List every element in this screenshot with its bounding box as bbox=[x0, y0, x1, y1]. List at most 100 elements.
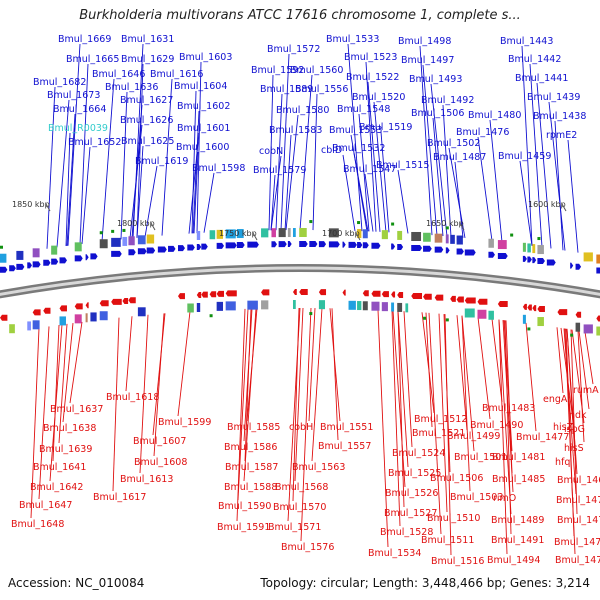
top-gene-label[interactable]: Bmul_1646 bbox=[92, 69, 145, 80]
top-gene-label[interactable]: Bmul_1492 bbox=[421, 95, 474, 106]
forward-gene-arrow[interactable] bbox=[527, 256, 532, 263]
bottom-gene-label[interactable]: Bmul_1617 bbox=[93, 492, 146, 503]
reverse-gene-arrow[interactable] bbox=[423, 293, 432, 300]
top-gene-label[interactable]: Bmul_1626 bbox=[120, 115, 173, 126]
top-gene-label[interactable]: Bmul_1625 bbox=[121, 136, 174, 147]
top-gene-label[interactable]: Bmul_1498 bbox=[398, 36, 451, 47]
bottom-gene-label[interactable]: Bmul_1485 bbox=[492, 474, 545, 485]
top-gene-label[interactable]: Bmul_1560 bbox=[290, 65, 343, 76]
forward-gene-arrow[interactable] bbox=[216, 242, 225, 249]
forward-gene-arrow[interactable] bbox=[575, 263, 582, 270]
top-gene-label[interactable]: Bmul_1515 bbox=[376, 160, 429, 171]
top-gene-label[interactable]: Bmul_R0039 bbox=[48, 123, 108, 134]
top-gene-label[interactable]: Bmul_1572 bbox=[267, 44, 320, 55]
top-gene-label[interactable]: Bmul_1480 bbox=[468, 110, 521, 121]
top-gene-label[interactable]: Bmul_1443 bbox=[500, 36, 553, 47]
forward-gene-arrow[interactable] bbox=[371, 242, 381, 249]
top-gene-label[interactable]: Bmul_1603 bbox=[179, 52, 232, 63]
top-gene-label[interactable]: Bmul_1522 bbox=[346, 72, 399, 83]
top-gene-label[interactable]: Bmul_1583 bbox=[269, 125, 322, 136]
bottom-gene-label[interactable]: Bmul_1613 bbox=[120, 474, 173, 485]
reverse-gene-arrow[interactable] bbox=[464, 297, 476, 304]
forward-gene-arrow[interactable] bbox=[85, 254, 89, 261]
top-gene-label[interactable]: Bmul_1580 bbox=[276, 105, 329, 116]
forward-gene-arrow[interactable] bbox=[74, 255, 83, 262]
bottom-gene-label[interactable]: Bmul_1642 bbox=[30, 482, 83, 493]
top-gene-label[interactable]: Bmul_1665 bbox=[66, 54, 119, 65]
bottom-gene-label[interactable]: Bmul_1534 bbox=[368, 548, 421, 559]
top-gene-label[interactable]: Bmul_1548 bbox=[337, 104, 390, 115]
top-gene-label[interactable]: Bmul_1629 bbox=[121, 54, 174, 65]
bottom-gene-label[interactable]: Bmul_1489 bbox=[491, 515, 544, 526]
reverse-gene-arrow[interactable] bbox=[342, 289, 346, 296]
top-gene-label[interactable]: Bmul_1664 bbox=[53, 104, 106, 115]
reverse-gene-arrow[interactable] bbox=[575, 311, 582, 318]
forward-gene-arrow[interactable] bbox=[391, 243, 396, 250]
forward-gene-arrow[interactable] bbox=[278, 241, 287, 248]
reverse-gene-arrow[interactable] bbox=[527, 304, 532, 311]
reverse-gene-arrow[interactable] bbox=[261, 289, 270, 296]
forward-gene-arrow[interactable] bbox=[397, 243, 404, 250]
bottom-gene-label[interactable]: Bmul_1481 bbox=[492, 452, 545, 463]
bottom-gene-label[interactable]: Bmul_1470 bbox=[556, 495, 600, 506]
top-gene-label[interactable]: rpmE2 bbox=[546, 130, 577, 141]
forward-gene-arrow[interactable] bbox=[225, 242, 237, 249]
top-gene-label[interactable]: Bmul_1589 bbox=[260, 84, 313, 95]
forward-gene-arrow[interactable] bbox=[32, 261, 41, 268]
bottom-gene-label[interactable]: Bmul_1471 bbox=[557, 515, 600, 526]
forward-gene-arrow[interactable] bbox=[464, 249, 476, 256]
bottom-gene-label[interactable]: Bmul_1527 bbox=[384, 508, 437, 519]
top-gene-label[interactable]: cbiD bbox=[321, 145, 342, 156]
bottom-gene-label[interactable]: Bmul_1576 bbox=[281, 542, 334, 553]
bottom-gene-label[interactable]: Bmul_1491 bbox=[491, 535, 544, 546]
forward-gene-arrow[interactable] bbox=[201, 243, 208, 250]
top-gene-label[interactable]: Bmul_1532 bbox=[332, 143, 385, 154]
bottom-gene-label[interactable]: Bmul_1607 bbox=[133, 436, 186, 447]
reverse-gene-arrow[interactable] bbox=[456, 296, 464, 303]
bottom-gene-label[interactable]: Bmul_1477 bbox=[516, 432, 569, 443]
top-gene-label[interactable]: Bmul_1493 bbox=[409, 74, 462, 85]
top-gene-label[interactable]: Bmul_1497 bbox=[401, 55, 454, 66]
forward-gene-arrow[interactable] bbox=[342, 241, 346, 248]
reverse-gene-arrow[interactable] bbox=[74, 303, 83, 310]
reverse-gene-arrow[interactable] bbox=[596, 315, 600, 322]
forward-gene-arrow[interactable] bbox=[299, 241, 308, 248]
forward-gene-arrow[interactable] bbox=[236, 242, 245, 249]
forward-gene-arrow[interactable] bbox=[59, 257, 67, 264]
top-gene-label[interactable]: Bmul_1592 bbox=[251, 65, 304, 76]
bottom-gene-label[interactable]: Bmul_1494 bbox=[487, 555, 540, 566]
bottom-gene-label[interactable]: ispG bbox=[564, 424, 585, 435]
top-gene-label[interactable]: Bmul_1442 bbox=[508, 54, 561, 65]
bottom-gene-label[interactable]: Bmul_1639 bbox=[39, 444, 92, 455]
bottom-gene-label[interactable]: Bmul_1557 bbox=[318, 441, 371, 452]
bottom-gene-label[interactable]: Bmul_1524 bbox=[392, 448, 445, 459]
bottom-gene-label[interactable]: Bmul_1618 bbox=[106, 392, 159, 403]
forward-gene-arrow[interactable] bbox=[570, 262, 574, 269]
forward-gene-arrow[interactable] bbox=[411, 244, 423, 251]
reverse-gene-arrow[interactable] bbox=[362, 290, 369, 297]
reverse-gene-arrow[interactable] bbox=[557, 309, 568, 316]
forward-gene-arrow[interactable] bbox=[196, 243, 202, 250]
forward-gene-arrow[interactable] bbox=[423, 245, 432, 252]
forward-gene-arrow[interactable] bbox=[445, 247, 450, 254]
top-gene-label[interactable]: Bmul_1616 bbox=[150, 69, 203, 80]
forward-gene-arrow[interactable] bbox=[247, 241, 259, 248]
top-gene-label[interactable]: Bmul_1476 bbox=[456, 127, 509, 138]
bottom-gene-label[interactable]: ndk bbox=[569, 410, 587, 421]
forward-gene-arrow[interactable] bbox=[137, 248, 147, 255]
top-gene-label[interactable]: Bmul_1502 bbox=[427, 138, 480, 149]
forward-gene-arrow[interactable] bbox=[537, 258, 545, 265]
bottom-gene-label[interactable]: Bmul_1510 bbox=[427, 513, 480, 524]
reverse-gene-arrow[interactable] bbox=[122, 297, 129, 304]
bottom-gene-label[interactable]: hisS bbox=[564, 443, 584, 454]
top-gene-label[interactable]: Bmul_1556 bbox=[295, 84, 348, 95]
top-gene-label[interactable]: Bmul_1439 bbox=[527, 92, 580, 103]
reverse-gene-arrow[interactable] bbox=[371, 290, 381, 297]
reverse-gene-arrow[interactable] bbox=[196, 291, 202, 298]
top-gene-label[interactable]: Bmul_1579 bbox=[253, 165, 306, 176]
top-gene-label[interactable]: Bmul_1602 bbox=[177, 101, 230, 112]
top-gene-label[interactable]: Bmul_1547 bbox=[343, 164, 396, 175]
bottom-gene-label[interactable]: Bmul_1501 bbox=[454, 452, 507, 463]
bottom-gene-label[interactable]: engA bbox=[543, 394, 568, 405]
